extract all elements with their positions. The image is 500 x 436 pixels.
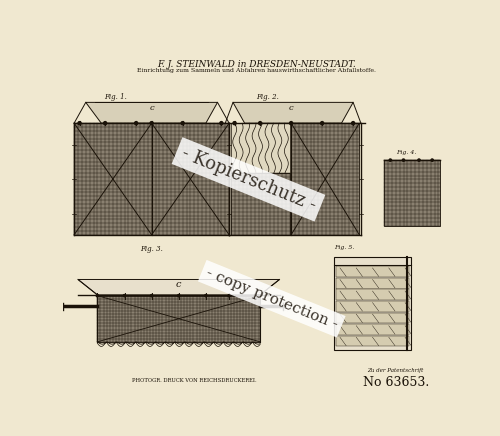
Bar bbox=[336, 290, 409, 300]
Bar bbox=[74, 123, 152, 235]
Text: Fig. 4.: Fig. 4. bbox=[396, 150, 416, 155]
Circle shape bbox=[402, 159, 404, 161]
Bar bbox=[336, 324, 409, 335]
Circle shape bbox=[220, 122, 223, 125]
Text: Fig. 2.: Fig. 2. bbox=[256, 93, 280, 101]
Text: No 63653.: No 63653. bbox=[362, 376, 429, 389]
Circle shape bbox=[290, 122, 292, 125]
Circle shape bbox=[150, 122, 153, 125]
Circle shape bbox=[78, 122, 81, 125]
Text: - copy protection -: - copy protection - bbox=[204, 266, 340, 331]
Circle shape bbox=[181, 122, 184, 125]
Circle shape bbox=[204, 294, 207, 297]
Circle shape bbox=[150, 294, 153, 297]
Polygon shape bbox=[233, 102, 353, 123]
Circle shape bbox=[431, 159, 434, 161]
Circle shape bbox=[258, 122, 262, 125]
Circle shape bbox=[134, 122, 138, 125]
Polygon shape bbox=[86, 102, 218, 123]
Text: Zu der Patentschrift: Zu der Patentschrift bbox=[368, 368, 424, 373]
Bar bbox=[336, 266, 409, 277]
Text: Fig. 5.: Fig. 5. bbox=[334, 245, 354, 250]
Bar bbox=[232, 123, 290, 173]
Text: PHOTOGR. DRUCK VON REICHSDRUCKEREI.: PHOTOGR. DRUCK VON REICHSDRUCKEREI. bbox=[132, 378, 256, 383]
Text: F. J. STEINWALD in DRESDEN-NEUSTADT.: F. J. STEINWALD in DRESDEN-NEUSTADT. bbox=[157, 60, 356, 69]
Text: Einrichtung zum Sammeln und Abfahren hauswirthschaftlicher Abfallstoffe.: Einrichtung zum Sammeln und Abfahren hau… bbox=[137, 68, 376, 73]
Text: c: c bbox=[289, 104, 294, 112]
Circle shape bbox=[389, 159, 392, 161]
Circle shape bbox=[124, 294, 126, 297]
Circle shape bbox=[96, 294, 98, 297]
Bar bbox=[291, 123, 360, 235]
Bar bbox=[98, 296, 260, 342]
Text: Fig. 1.: Fig. 1. bbox=[104, 93, 126, 101]
Text: c: c bbox=[176, 280, 182, 290]
Text: c: c bbox=[149, 104, 154, 112]
Circle shape bbox=[352, 122, 354, 125]
Circle shape bbox=[228, 294, 230, 297]
Bar bbox=[384, 160, 440, 225]
Bar bbox=[336, 278, 409, 289]
Polygon shape bbox=[78, 279, 280, 295]
Bar bbox=[336, 313, 409, 324]
Bar bbox=[152, 123, 229, 235]
Circle shape bbox=[104, 122, 106, 125]
Bar bbox=[336, 336, 409, 347]
Circle shape bbox=[418, 159, 420, 161]
Circle shape bbox=[178, 294, 180, 297]
Text: Fig. 3.: Fig. 3. bbox=[140, 245, 163, 253]
Bar bbox=[232, 173, 290, 235]
Bar bbox=[334, 257, 411, 350]
Bar bbox=[336, 301, 409, 312]
Circle shape bbox=[320, 122, 324, 125]
Circle shape bbox=[233, 122, 236, 125]
Text: - Kopierschutz -: - Kopierschutz - bbox=[178, 144, 318, 215]
Circle shape bbox=[255, 294, 258, 297]
